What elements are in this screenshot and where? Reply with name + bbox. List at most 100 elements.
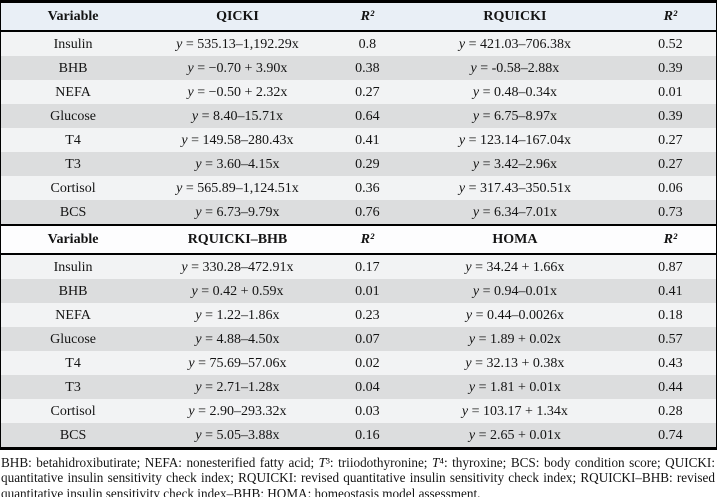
table-row: T3 y = 2.71–1.28x 0.04 y = 1.81 + 0.01x 0.44 [0, 375, 717, 399]
r2-value-cell: 0.64 [355, 108, 380, 124]
table-row: Insulin y = 535.13–1,192.29x 0.8 y = 421.03… [0, 31, 717, 56]
r2-value-cell: 0.39 [658, 60, 683, 76]
variable-cell: BCS [59, 204, 87, 220]
r2-value-cell: 0.8 [358, 36, 377, 52]
table-row: T4 y = 149.58–280.43x 0.41 y = 123.14–167.0… [0, 128, 717, 152]
equation-cell: y = 3.60–4.15x [195, 156, 280, 172]
equation-cell: y = 6.73–9.79x [195, 204, 280, 220]
column-header-r2: R² [329, 1, 406, 32]
r2-value-cell: 0.38 [355, 60, 380, 76]
column-header-variable: Variable [0, 224, 146, 255]
equation-cell: y = 0.94–0.01x [472, 283, 557, 299]
equation-cell: y = 5.05–3.88x [195, 427, 280, 443]
variable-cell: BHB [58, 283, 88, 299]
equation-cell: y = 103.17 + 1.34x [461, 403, 568, 419]
column-header-rquicki: RQUICKI [405, 1, 625, 32]
equation-cell: y = 8.40–15.71x [191, 108, 284, 124]
equation-cell: y = 0.48–0.34x [472, 84, 557, 100]
r2-value-cell: 0.44 [658, 379, 683, 395]
table-row: NEFA y = 1.22–1.86x 0.23 y = 0.44–0.0026x 0.… [0, 303, 717, 327]
table-row: Glucose y = 4.88–4.50x 0.07 y = 1.89 + 0.02… [0, 327, 717, 351]
table-row: T4 y = 75.69–57.06x 0.02 y = 32.13 + 0.38x 0… [0, 351, 717, 375]
equation-cell: y = 1.81 + 0.01x [468, 379, 561, 395]
r2-value-cell: 0.39 [658, 108, 683, 124]
variable-cell: NEFA [55, 307, 91, 323]
column-header-qicki: QICKI [145, 1, 330, 32]
table-header-section-1: Variable QICKI R² RQUICKI R² [0, 1, 717, 32]
equation-cell: y = 421.03–706.38x [458, 36, 571, 52]
r2-value-cell: 0.27 [658, 132, 683, 148]
equation-cell: y = 2.90–293.32x [188, 403, 287, 419]
variable-cell: T4 [65, 132, 81, 148]
variable-cell: BCS [59, 427, 87, 443]
variable-cell: Cortisol [50, 403, 96, 419]
equation-cell: y = 32.13 + 0.38x [465, 355, 565, 371]
equation-cell: y = 317.43–350.51x [458, 180, 571, 196]
variable-cell: T3 [65, 379, 81, 395]
r2-value-cell: 0.73 [658, 204, 683, 220]
column-header-r2: R² [624, 224, 717, 255]
table-row: Glucose y = 8.40–15.71x 0.64 y = 6.75–8.97x… [0, 104, 717, 128]
equation-cell: y = 6.34–7.01x [472, 204, 557, 220]
header-row: Variable QICKI R² RQUICKI R² [0, 1, 717, 32]
r2-value-cell: 0.16 [355, 427, 380, 443]
r2-value-cell: 0.36 [355, 180, 380, 196]
r2-value-cell: 0.87 [658, 259, 683, 275]
r2-value-cell: 0.06 [658, 180, 683, 196]
table-body-section-2: Insulin y = 330.28–472.91x 0.17 y = 34.24 +… [0, 254, 717, 449]
r2-value-cell: 0.43 [658, 355, 683, 371]
equation-cell: y = 123.14–167.04x [458, 132, 571, 148]
equation-cell: y = 3.42–2.96x [472, 156, 557, 172]
variable-cell: Glucose [50, 108, 96, 124]
table-footnote: BHB: betahidroxibutirate; NEFA: nonester… [1, 455, 715, 497]
equation-cell: y = 34.24 + 1.66x [465, 259, 565, 275]
variable-cell: NEFA [55, 84, 91, 100]
equation-cell: y = 535.13–1,192.29x [176, 36, 299, 52]
r2-value-cell: 0.41 [355, 132, 380, 148]
r2-value-cell: 0.02 [355, 355, 380, 371]
table-body-section-1: Insulin y = 535.13–1,192.29x 0.8 y = 421.03… [0, 31, 717, 225]
column-header-homa: HOMA [405, 224, 625, 255]
equation-cell: y = 149.58–280.43x [181, 132, 294, 148]
column-header-r2: R² [329, 224, 406, 255]
r2-value-cell: 0.29 [355, 156, 380, 172]
column-header-r2: R² [624, 1, 717, 32]
table-row: NEFA y = −0.50 + 2.32x 0.27 y = 0.48–0.34x 0… [0, 80, 717, 104]
r2-value-cell: 0.03 [355, 403, 380, 419]
equation-cell: y = −0.70 + 3.90x [187, 60, 288, 76]
column-header-variable: Variable [0, 1, 146, 32]
equation-cell: y = 330.28–472.91x [181, 259, 294, 275]
table-header-section-2: Variable RQUICKI–BHB R² HOMA R² [0, 224, 717, 255]
equation-cell: y = −0.50 + 2.32x [187, 84, 288, 100]
equation-cell: y = -0.58–2.88x [470, 60, 560, 76]
variable-cell: T4 [65, 355, 81, 371]
r2-value-cell: 0.04 [355, 379, 380, 395]
r2-value-cell: 0.28 [658, 403, 683, 419]
r2-value-cell: 0.27 [658, 156, 683, 172]
table-row: BCS y = 5.05–3.88x 0.16 y = 2.65 + 0.01x 0.7… [0, 423, 717, 449]
table-row: BHB y = 0.42 + 0.59x 0.01 y = 0.94–0.01x 0.4… [0, 279, 717, 303]
equation-cell: y = 0.44–0.0026x [465, 307, 564, 323]
table-row: BCS y = 6.73–9.79x 0.76 y = 6.34–7.01x 0.73 [0, 200, 717, 225]
variable-cell: Insulin [53, 259, 93, 275]
equation-cell: y = 1.89 + 0.02x [468, 331, 561, 347]
regression-table: Variable QICKI R² RQUICKI R² Insulin y = … [0, 0, 717, 450]
r2-value-cell: 0.18 [658, 307, 683, 323]
variable-cell: Insulin [53, 36, 93, 52]
equation-cell: y = 6.75–8.97x [472, 108, 557, 124]
variable-cell: Cortisol [50, 180, 96, 196]
table-row: Cortisol y = 2.90–293.32x 0.03 y = 103.17 +… [0, 399, 717, 423]
variable-cell: BHB [58, 60, 88, 76]
r2-value-cell: 0.76 [355, 204, 380, 220]
r2-value-cell: 0.23 [355, 307, 380, 323]
header-row: Variable RQUICKI–BHB R² HOMA R² [0, 224, 717, 255]
table-row: Cortisol y = 565.89–1,124.51x 0.36 y = 317.… [0, 176, 717, 200]
column-header-rquicki-bhb: RQUICKI–BHB [145, 224, 330, 255]
equation-cell: y = 2.71–1.28x [195, 379, 280, 395]
table-row: T3 y = 3.60–4.15x 0.29 y = 3.42–2.96x 0.27 [0, 152, 717, 176]
r2-value-cell: 0.07 [355, 331, 380, 347]
r2-value-cell: 0.01 [658, 84, 683, 100]
table-row: Insulin y = 330.28–472.91x 0.17 y = 34.24 +… [0, 254, 717, 279]
equation-cell: y = 4.88–4.50x [195, 331, 280, 347]
